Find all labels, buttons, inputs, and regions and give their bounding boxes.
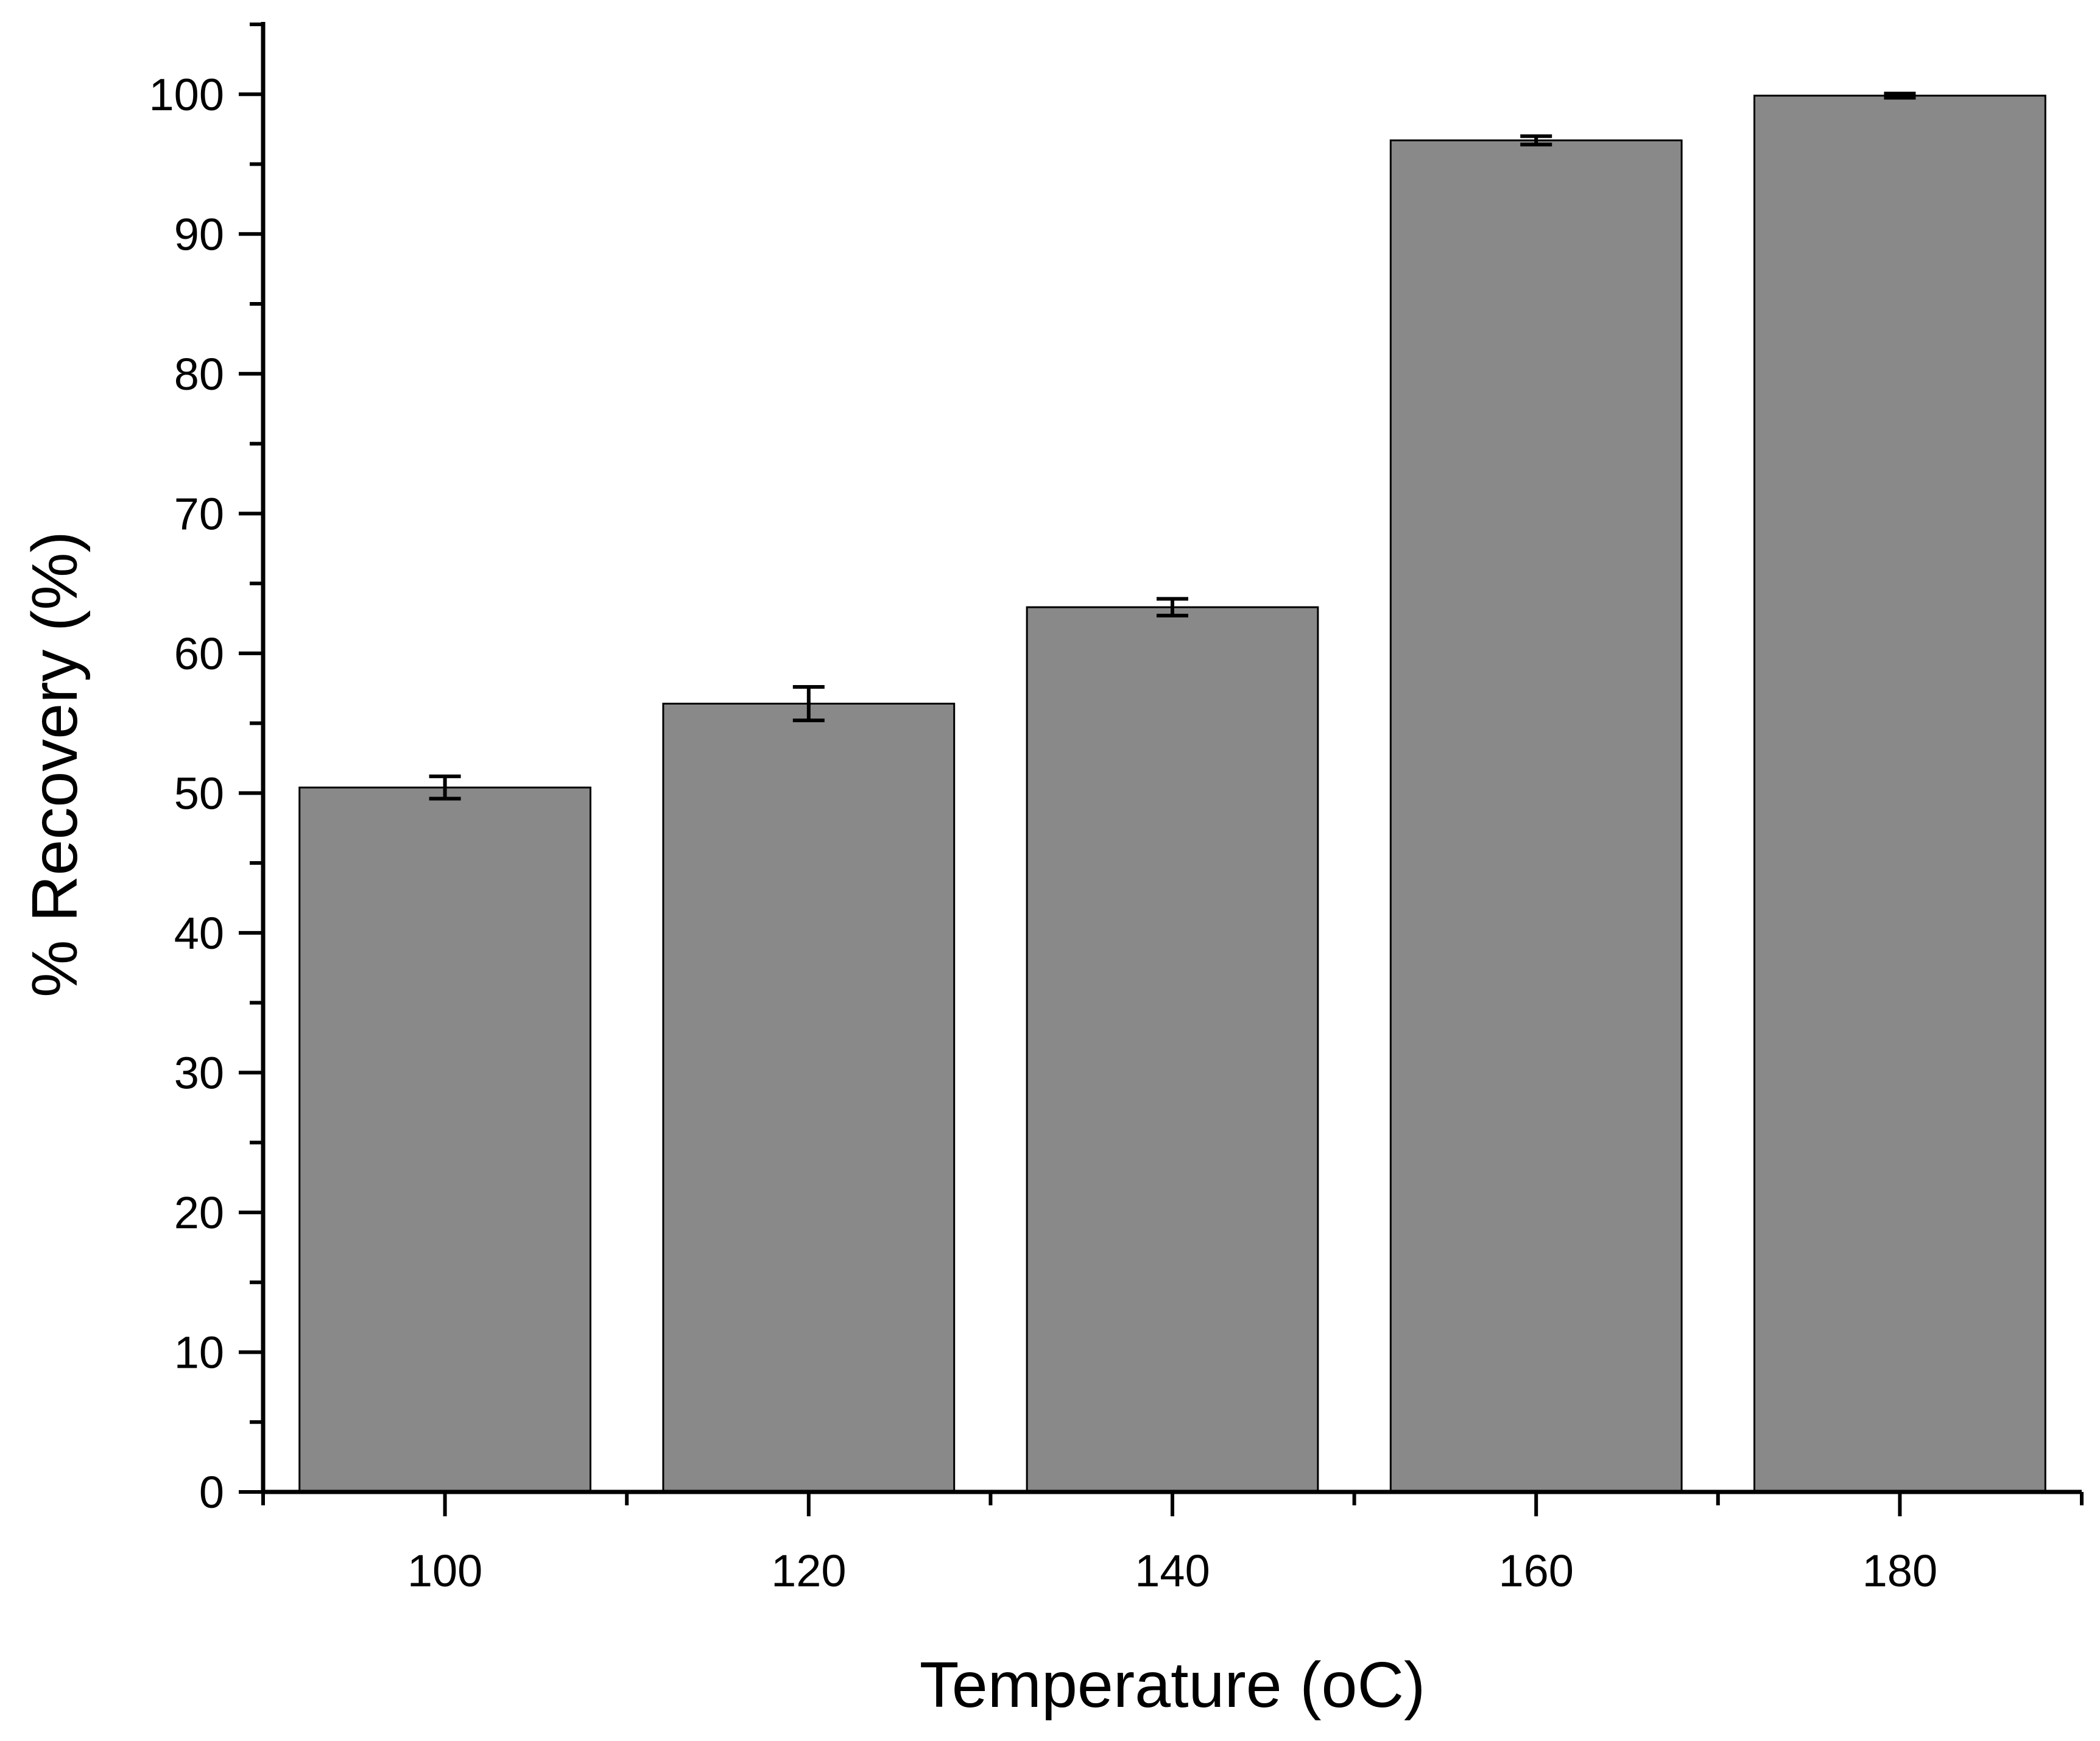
y-tick-label: 50 <box>174 768 224 818</box>
bar-120 <box>662 702 956 1493</box>
y-tick-label: 40 <box>174 908 224 958</box>
error-bar <box>1520 134 1552 147</box>
y-tick-label: 30 <box>174 1047 224 1098</box>
y-tick-label: 60 <box>174 628 224 679</box>
x-axis-ticks: 100 120 140 160 180 <box>261 1492 2084 1596</box>
y-axis-title: % Recovery (%) <box>19 531 91 997</box>
y-tick-label: 10 <box>174 1327 224 1377</box>
bar-100 <box>298 786 591 1493</box>
x-tick-label: 120 <box>771 1546 846 1596</box>
error-bar <box>1884 91 1916 100</box>
y-axis-ticks: 0 10 20 30 40 50 60 70 80 90 100 <box>149 23 263 1518</box>
x-tick-label: 180 <box>1862 1546 1937 1596</box>
bars <box>298 94 2046 1493</box>
y-tick-label: 80 <box>174 349 224 399</box>
error-bar <box>792 684 825 723</box>
bar-140 <box>1026 606 1319 1493</box>
y-tick-label: 0 <box>199 1467 224 1518</box>
x-axis-title: Temperature (oC) <box>920 1649 1426 1721</box>
error-bars <box>429 91 1916 801</box>
x-tick-label: 100 <box>407 1546 482 1596</box>
error-bar <box>1157 597 1188 617</box>
bar-180 <box>1753 94 2046 1493</box>
x-tick-label: 140 <box>1135 1546 1210 1596</box>
y-tick-label: 90 <box>174 209 224 259</box>
error-bar <box>429 774 461 801</box>
y-tick-label: 70 <box>174 488 224 539</box>
x-tick-label: 160 <box>1498 1546 1573 1596</box>
y-tick-label: 100 <box>149 69 224 120</box>
bar-160 <box>1389 139 1683 1493</box>
y-tick-label: 20 <box>174 1187 224 1238</box>
